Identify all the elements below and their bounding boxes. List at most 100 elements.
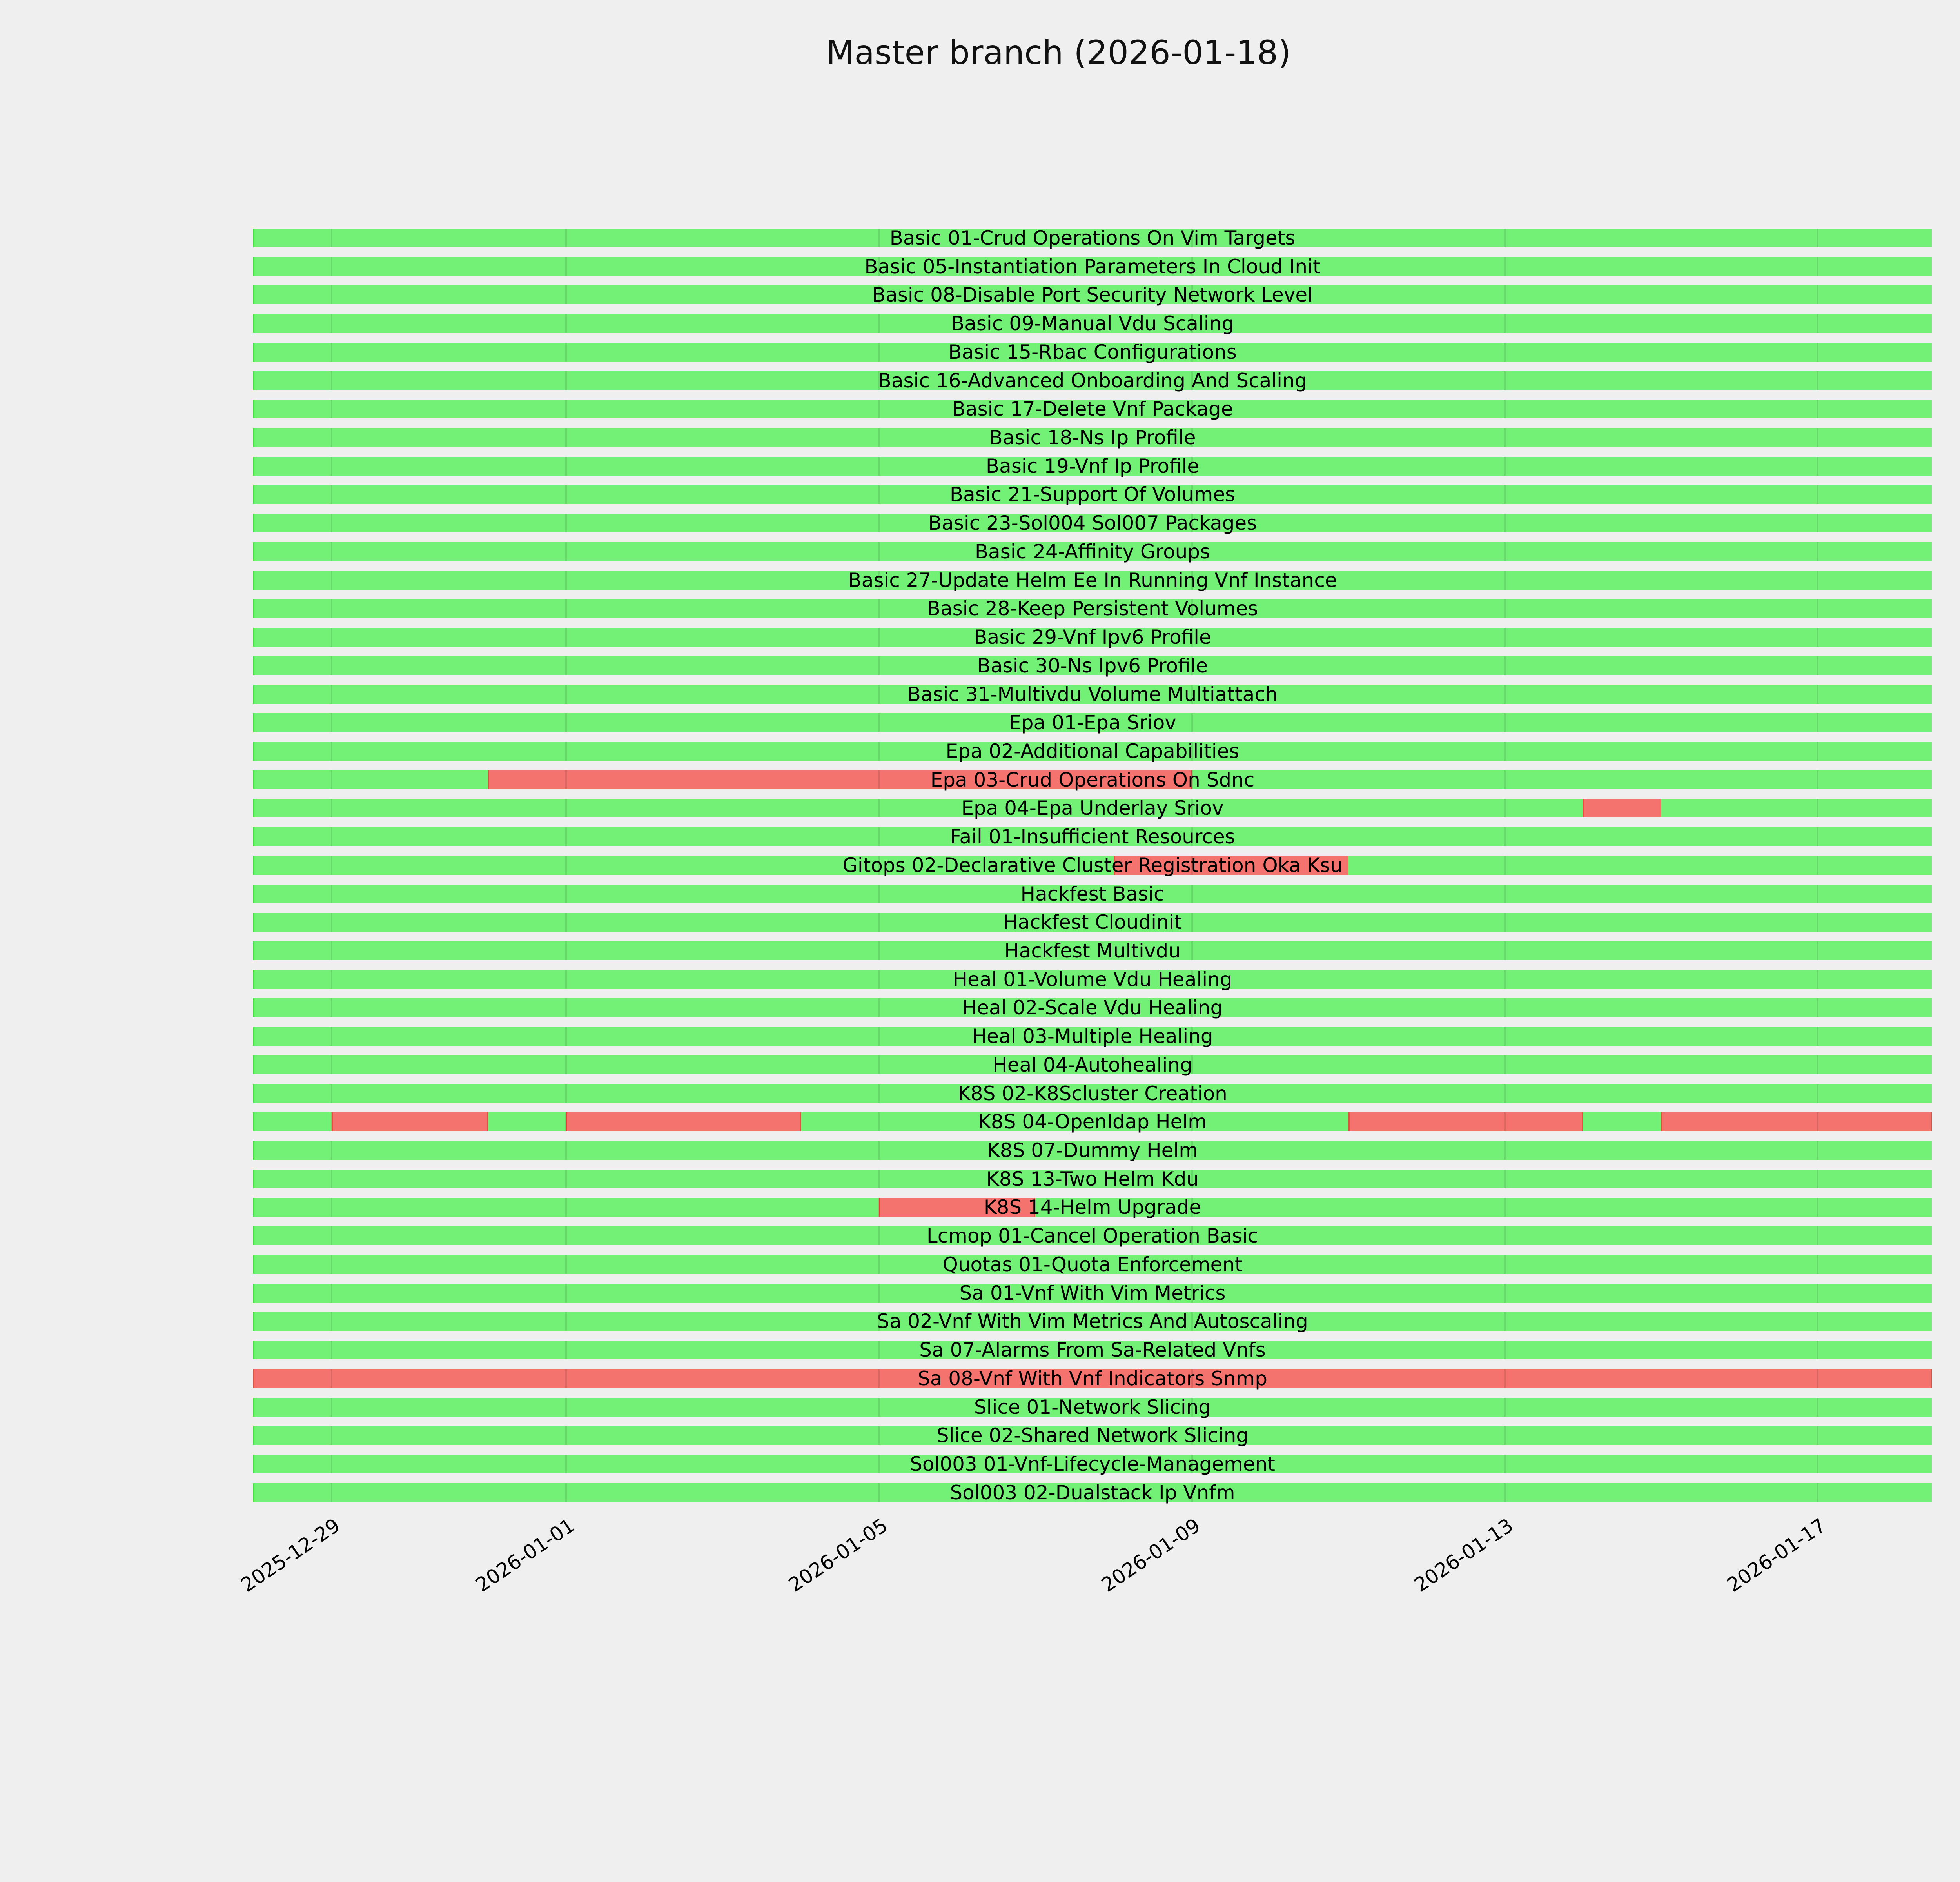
gridline xyxy=(1504,1055,1506,1074)
gridline xyxy=(565,628,567,647)
gridline xyxy=(1504,485,1506,504)
bar-segment-pass xyxy=(253,314,1932,333)
gridline xyxy=(1817,884,1818,903)
gridline xyxy=(1504,1226,1506,1246)
chart-row: Basic 24-Affinity Groups xyxy=(253,542,1932,561)
gridline xyxy=(1817,799,1818,818)
chart-row: Basic 30-Ns Ipv6 Profile xyxy=(253,654,1932,677)
gridline xyxy=(1504,628,1506,647)
gridline xyxy=(1191,485,1193,504)
gridline xyxy=(1504,1341,1506,1360)
row-label: Basic 24-Affinity Groups xyxy=(975,540,1210,563)
gridline xyxy=(330,713,332,732)
chart-row: Heal 03-Multiple Healing xyxy=(253,1026,1932,1046)
gridline xyxy=(878,913,880,932)
gridline xyxy=(330,799,332,818)
row-label: Basic 29-Vnf Ipv6 Profile xyxy=(974,626,1211,649)
chart-row: Basic 15-Rbac Configurations xyxy=(253,340,1932,363)
gridline xyxy=(330,257,332,276)
gridline xyxy=(1504,970,1506,989)
x-tick-label: 2026-01-01 xyxy=(471,1514,579,1597)
chart-row: Basic 23-Sol004 Sol007 Packages xyxy=(253,513,1932,533)
chart-row: K8S 07-Dummy Helm xyxy=(253,1141,1932,1160)
gridline xyxy=(1191,1169,1193,1188)
row-label: Basic 09-Manual Vdu Scaling xyxy=(951,312,1234,335)
gridline xyxy=(878,485,880,504)
gridline xyxy=(1191,770,1193,789)
chart-title: Master branch (2026-01-18) xyxy=(826,33,1291,72)
gridline xyxy=(565,485,567,504)
gridline xyxy=(1191,456,1193,476)
gridline xyxy=(1817,1454,1818,1473)
gridline xyxy=(878,1369,880,1388)
row-label: Basic 27-Update Helm Ee In Running Vnf I… xyxy=(848,569,1337,592)
chart-row: Basic 18-Ns Ip Profile xyxy=(253,428,1932,447)
gridline xyxy=(1191,941,1193,960)
gridline xyxy=(1191,1112,1193,1132)
gridline xyxy=(1191,229,1193,247)
bar-segment-pass xyxy=(253,1055,1932,1074)
gridline xyxy=(1817,1426,1818,1445)
gridline xyxy=(1817,342,1818,362)
gridline xyxy=(330,941,332,960)
row-label: Basic 08-Disable Port Security Network L… xyxy=(872,283,1313,307)
gridline xyxy=(1191,1483,1193,1502)
gridline xyxy=(565,1198,567,1217)
row-label: K8S 13-Two Helm Kdu xyxy=(986,1167,1199,1190)
gridline xyxy=(1191,514,1193,533)
gridline xyxy=(1191,1283,1193,1303)
row-label: K8S 07-Dummy Helm xyxy=(987,1139,1198,1162)
gridline xyxy=(565,542,567,561)
gridline xyxy=(330,1426,332,1445)
x-axis: 2025-12-29 2026-01-01 2026-01-05 2026-01-09… xyxy=(237,1514,1932,1616)
gridline xyxy=(1817,485,1818,504)
plot-area: Basic 01-Crud Operations On Vim Targets B… xyxy=(253,228,1932,1502)
gridline xyxy=(1191,1341,1193,1360)
gridline xyxy=(330,770,332,789)
row-label: Basic 15-Rbac Configurations xyxy=(948,340,1237,363)
bar-segment-pass xyxy=(253,542,1932,561)
chart-row: Sa 01-Vnf With Vim Metrics xyxy=(253,1283,1932,1303)
chart-row: Hackfest Multivdu xyxy=(253,941,1932,961)
gridline xyxy=(330,1341,332,1360)
row-label: Fail 01-Insufficient Resources xyxy=(950,825,1235,848)
gridline xyxy=(878,770,880,789)
chart-row: Epa 01-Epa Sriov xyxy=(253,713,1932,732)
gridline xyxy=(330,456,332,476)
gridline xyxy=(878,1483,880,1502)
gridline xyxy=(1504,542,1506,561)
gridline xyxy=(330,741,332,761)
bar-segment-pass xyxy=(253,713,1932,732)
chart-row: Heal 01-Volume Vdu Healing xyxy=(253,970,1932,989)
bar-segment-fail xyxy=(879,1198,1036,1217)
gridline xyxy=(1191,599,1193,618)
gridline xyxy=(1504,1283,1506,1303)
gridline xyxy=(1191,1198,1193,1217)
gridline xyxy=(1191,656,1193,675)
gridline xyxy=(1191,1055,1193,1074)
gridline xyxy=(1817,1198,1818,1217)
gridline xyxy=(878,229,880,247)
gridline xyxy=(565,342,567,362)
gridline xyxy=(565,1141,567,1160)
row-label: Sa 07-Alarms From Sa-Related Vnfs xyxy=(919,1339,1266,1362)
bar-segment-fail xyxy=(253,1369,1932,1388)
bar-segment-pass xyxy=(253,371,1932,390)
gridline xyxy=(565,713,567,732)
gridline xyxy=(565,770,567,789)
gridline xyxy=(1817,941,1818,960)
gridline xyxy=(878,1454,880,1473)
gridline xyxy=(878,970,880,989)
bar-segment-pass xyxy=(253,1027,1932,1046)
gridline xyxy=(878,1255,880,1274)
row-label: Basic 30-Ns Ipv6 Profile xyxy=(977,654,1208,677)
row-label: Sol003 01-Vnf-Lifecycle-Management xyxy=(910,1452,1275,1475)
gridline xyxy=(878,884,880,903)
gridline xyxy=(1504,1369,1506,1388)
row-label: Epa 04-Epa Underlay Sriov xyxy=(961,797,1224,820)
chart-row: Basic 19-Vnf Ip Profile xyxy=(253,456,1932,476)
bar-segment-pass xyxy=(253,1112,1932,1132)
bar-segment-fail xyxy=(1661,1112,1932,1132)
gridline xyxy=(1504,570,1506,590)
bar-segment-pass xyxy=(253,342,1932,362)
